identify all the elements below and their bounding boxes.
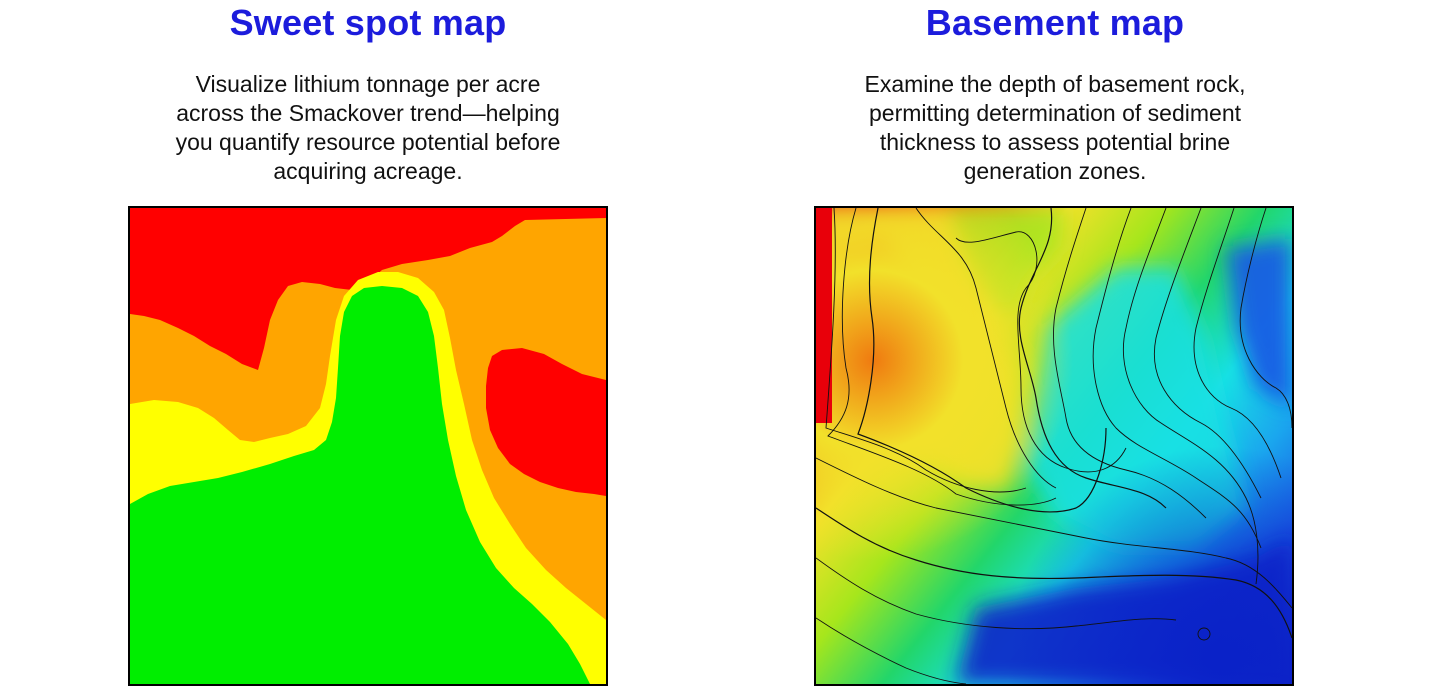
- contour-lines: [816, 208, 1292, 684]
- red-zone-north: [130, 208, 606, 370]
- contour-line: [1122, 208, 1259, 585]
- basement-description-line: Examine the depth of basement rock,: [864, 71, 1246, 97]
- contour-line: [1193, 208, 1282, 479]
- contour-line: [816, 557, 1177, 630]
- red-zone-east: [486, 348, 606, 496]
- contour-line: [955, 231, 1127, 473]
- basement-map: [814, 206, 1294, 686]
- contour-closed-depression: [1197, 627, 1211, 641]
- basement-description-line: permitting determination of sediment: [868, 100, 1242, 126]
- contour-line: [1092, 208, 1262, 549]
- sweet-spot-description-line: Visualize lithium tonnage per acre: [195, 71, 541, 97]
- green-zone: [130, 286, 590, 684]
- sweet-spot-description-line: you quantify resource potential before: [175, 129, 561, 155]
- contour-line: [1018, 208, 1167, 509]
- contour-line: [1053, 208, 1207, 519]
- sweet-spot-description: Visualize lithium tonnage per acre acros…: [68, 70, 668, 186]
- basement-title: Basement map: [925, 2, 1185, 43]
- contour-line: [816, 617, 967, 684]
- contour-line: [827, 208, 1057, 506]
- sweet-spot-map-graphic: [130, 208, 606, 684]
- sweet-spot-description-line: acquiring acreage.: [273, 158, 463, 184]
- sweet-spot-description-line: across the Smackover trend—helping: [176, 100, 560, 126]
- sweet-spot-title: Sweet spot map: [229, 2, 507, 43]
- contour-line: [816, 507, 1292, 639]
- contour-line: [816, 457, 1292, 609]
- contour-line: [915, 208, 1057, 489]
- contour-line: [1239, 208, 1292, 429]
- sweet-spot-map: [128, 206, 608, 686]
- red-edge-strip: [816, 208, 832, 423]
- basement-description-line: generation zones.: [963, 158, 1147, 184]
- basement-map-graphic: [816, 208, 1292, 684]
- basement-description-line: thickness to assess potential brine: [879, 129, 1231, 155]
- basement-description: Examine the depth of basement rock, perm…: [755, 70, 1355, 186]
- basement-deep-glow: [816, 208, 1292, 684]
- contour-line: [857, 208, 1107, 513]
- contour-line: [825, 208, 1027, 493]
- contour-line: [1154, 208, 1262, 499]
